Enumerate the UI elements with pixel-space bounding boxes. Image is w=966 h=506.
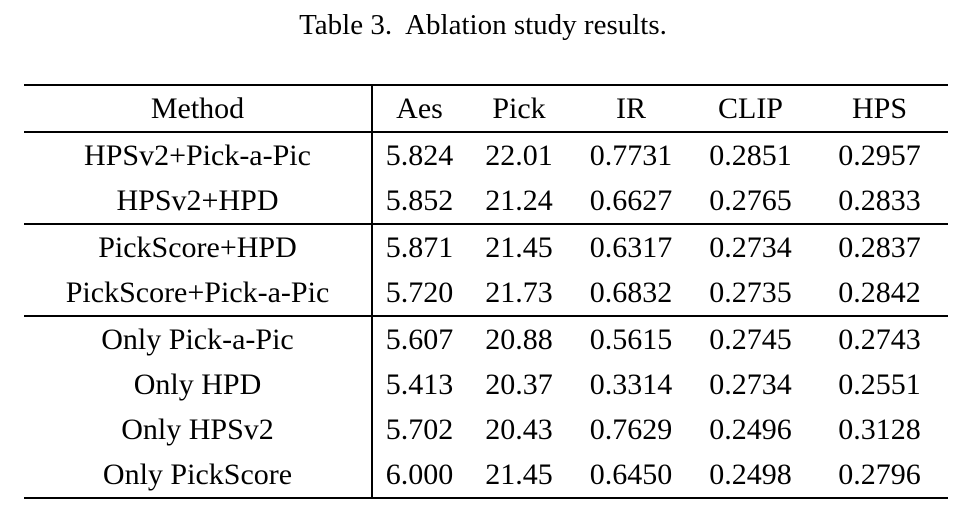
- method-cell: HPSv2+Pick-a-Pic: [24, 132, 373, 178]
- value-cell: 5.607: [385, 323, 454, 356]
- value-cell: 21.45: [485, 458, 553, 491]
- table-row: Only HPD 5.413 20.37 0.3314 0.2734 0.255…: [24, 362, 948, 407]
- value-cell: 0.6450: [589, 458, 673, 491]
- value-cell: 0.2957: [838, 139, 921, 172]
- value-cell: 0.2496: [709, 413, 792, 446]
- value-cell: 0.2734: [709, 231, 792, 264]
- value-cell: 0.2735: [709, 276, 792, 309]
- table-row: PickScore+HPD 5.871 21.45 0.6317 0.2734 …: [24, 224, 948, 270]
- value-cell: 0.2765: [709, 184, 792, 217]
- value-cell: 0.7629: [589, 413, 673, 446]
- row-group-hpsv2: HPSv2+Pick-a-Pic 5.824 22.01 0.7731 0.28…: [24, 132, 948, 224]
- method-cell: Only HPD: [24, 362, 373, 407]
- table-caption: Table 3. Ablation study results.: [0, 5, 966, 45]
- value-cell: 0.2551: [838, 368, 921, 401]
- value-cell: 5.852: [385, 184, 454, 217]
- value-cell: 20.43: [485, 413, 553, 446]
- value-cell: 0.7731: [589, 139, 673, 172]
- value-cell: 0.3128: [838, 413, 921, 446]
- table-row: Only PickScore 6.000 21.45 0.6450 0.2498…: [24, 452, 948, 498]
- value-cell: 20.88: [485, 323, 553, 356]
- table-row: Only Pick-a-Pic 5.607 20.88 0.5615 0.274…: [24, 316, 948, 362]
- value-cell: 0.6832: [589, 276, 673, 309]
- column-header-clip: CLIP: [717, 92, 783, 125]
- header-row: Method Aes Pick IR CLIP HPS: [24, 85, 948, 132]
- value-cell: 21.73: [485, 276, 553, 309]
- column-header-method: Method: [24, 85, 373, 132]
- value-cell: 5.413: [385, 368, 454, 401]
- caption-text: Ablation study results.: [405, 9, 667, 41]
- value-cell: 0.2743: [838, 323, 921, 356]
- ablation-table: Method Aes Pick IR CLIP HPS HPSv2+Pick-a…: [24, 84, 948, 499]
- value-cell: 6.000: [385, 458, 454, 491]
- value-cell: 21.24: [485, 184, 553, 217]
- value-cell: 0.2833: [838, 184, 921, 217]
- value-cell: 0.2745: [709, 323, 792, 356]
- value-cell: 5.871: [385, 231, 454, 264]
- value-cell: 0.3314: [589, 368, 673, 401]
- method-cell: PickScore+HPD: [24, 224, 373, 270]
- column-header-pick: Pick: [492, 92, 546, 125]
- table-row: HPSv2+HPD 5.852 21.24 0.6627 0.2765 0.28…: [24, 178, 948, 224]
- table-row: HPSv2+Pick-a-Pic 5.824 22.01 0.7731 0.28…: [24, 132, 948, 178]
- value-cell: 22.01: [485, 139, 553, 172]
- method-cell: HPSv2+HPD: [24, 178, 373, 224]
- caption-label: Table 3.: [299, 9, 393, 41]
- method-cell: Only HPSv2: [24, 407, 373, 452]
- value-cell: 5.824: [385, 139, 454, 172]
- value-cell: 5.720: [385, 276, 454, 309]
- table-row: Only HPSv2 5.702 20.43 0.7629 0.2496 0.3…: [24, 407, 948, 452]
- value-cell: 5.702: [385, 413, 454, 446]
- value-cell: 0.2851: [709, 139, 792, 172]
- value-cell: 21.45: [485, 231, 553, 264]
- value-cell: 0.5615: [589, 323, 673, 356]
- value-cell: 0.6317: [589, 231, 673, 264]
- value-cell: 0.2842: [838, 276, 921, 309]
- value-cell: 0.2796: [838, 458, 921, 491]
- value-cell: 20.37: [485, 368, 553, 401]
- column-header-ir: IR: [616, 92, 646, 125]
- method-cell: Only Pick-a-Pic: [24, 316, 373, 362]
- column-header-aes: Aes: [396, 92, 443, 125]
- method-cell: Only PickScore: [24, 452, 373, 498]
- row-group-pickscore: PickScore+HPD 5.871 21.45 0.6317 0.2734 …: [24, 224, 948, 316]
- value-cell: 0.2734: [709, 368, 792, 401]
- column-header-hps: HPS: [851, 92, 908, 125]
- value-cell: 0.6627: [589, 184, 673, 217]
- value-cell: 0.2837: [838, 231, 921, 264]
- value-cell: 0.2498: [709, 458, 792, 491]
- table-row: PickScore+Pick-a-Pic 5.720 21.73 0.6832 …: [24, 270, 948, 316]
- row-group-only: Only Pick-a-Pic 5.607 20.88 0.5615 0.274…: [24, 316, 948, 498]
- method-cell: PickScore+Pick-a-Pic: [24, 270, 373, 316]
